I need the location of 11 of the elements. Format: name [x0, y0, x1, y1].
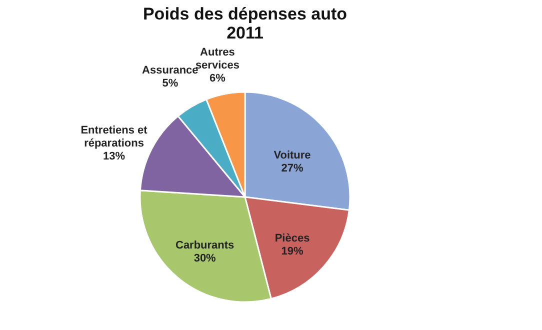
data-label: 5%: [162, 77, 178, 90]
data-label: 13%: [103, 150, 126, 162]
slice-label: Pièces: [274, 232, 310, 245]
data-label: 19%: [281, 246, 304, 258]
data-label: 27%: [281, 162, 304, 174]
data-label: 6%: [210, 72, 226, 85]
chart-title: Poids des dépenses auto 2011: [142, 4, 348, 43]
slice-label: Voiture: [274, 149, 311, 162]
slice-label: Carburants: [176, 240, 234, 252]
slice-label: Entretiens et réparations: [80, 124, 148, 150]
data-label: 30%: [194, 252, 216, 265]
